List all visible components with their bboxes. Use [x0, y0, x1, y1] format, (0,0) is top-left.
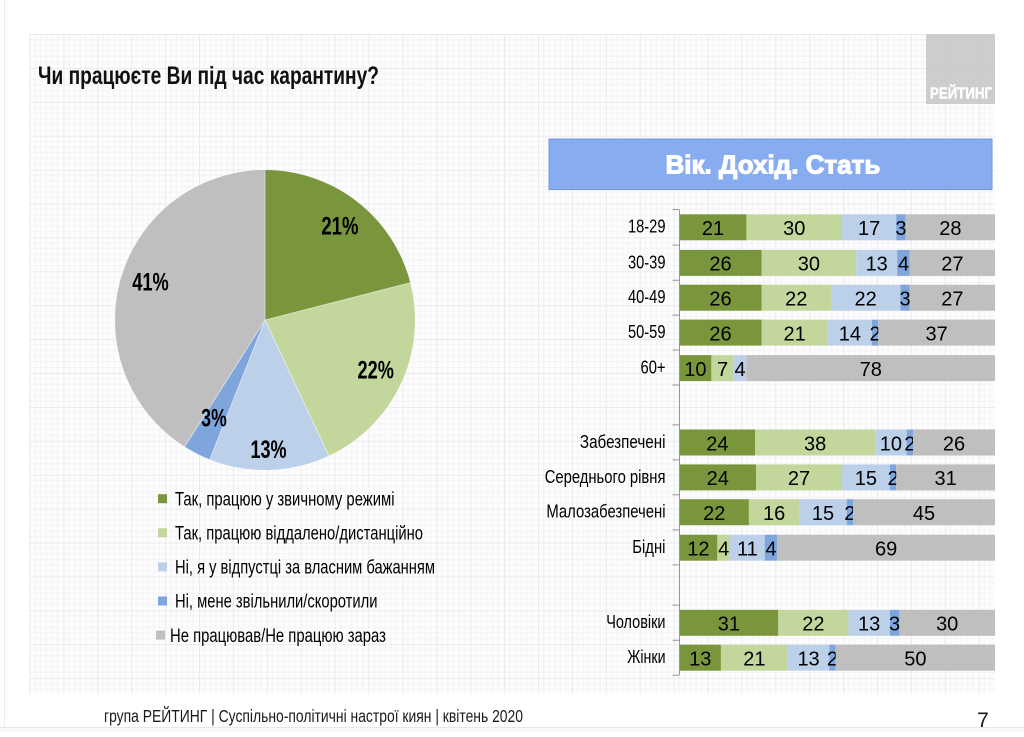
svg-text:Так, працюю у звичному режимі: Так, працюю у звичному режимі	[175, 489, 395, 510]
svg-text:Малозабезпечені: Малозабезпечені	[546, 501, 665, 522]
svg-text:13: 13	[689, 649, 711, 671]
svg-text:3: 3	[889, 614, 900, 636]
svg-text:40-49: 40-49	[628, 286, 666, 307]
svg-text:24: 24	[707, 468, 729, 490]
svg-text:РЕЙТИНГ: РЕЙТИНГ	[930, 83, 992, 102]
svg-text:18-29: 18-29	[628, 216, 666, 237]
svg-text:Чоловіки: Чоловіки	[606, 611, 665, 632]
svg-text:21%: 21%	[321, 213, 358, 241]
svg-text:7: 7	[977, 709, 989, 732]
svg-text:15: 15	[812, 503, 834, 525]
svg-text:27: 27	[941, 289, 963, 311]
svg-text:22%: 22%	[358, 357, 394, 385]
svg-text:14: 14	[839, 323, 861, 345]
svg-text:13: 13	[858, 614, 880, 636]
svg-text:4: 4	[898, 254, 909, 276]
svg-text:38: 38	[804, 433, 826, 455]
svg-text:27: 27	[788, 468, 810, 490]
svg-text:31: 31	[718, 614, 740, 636]
svg-text:37: 37	[926, 323, 948, 345]
svg-text:13: 13	[797, 649, 819, 671]
svg-text:26: 26	[943, 433, 965, 455]
svg-text:4: 4	[765, 539, 776, 561]
svg-text:13: 13	[866, 254, 888, 276]
svg-text:21: 21	[784, 323, 806, 345]
svg-text:50: 50	[904, 649, 926, 671]
svg-text:Так, працюю віддалено/дистанці: Так, працюю віддалено/дистанційно	[175, 524, 423, 545]
svg-text:4: 4	[718, 539, 729, 561]
svg-text:2: 2	[887, 468, 898, 490]
svg-text:22: 22	[703, 503, 725, 525]
svg-text:3%: 3%	[201, 405, 226, 433]
svg-text:2: 2	[827, 649, 838, 671]
svg-text:17: 17	[858, 218, 880, 240]
svg-text:24: 24	[706, 433, 728, 455]
svg-text:2: 2	[904, 433, 915, 455]
svg-text:21: 21	[702, 218, 724, 240]
svg-text:15: 15	[855, 468, 877, 490]
svg-text:78: 78	[860, 359, 882, 381]
svg-text:22: 22	[785, 289, 807, 311]
svg-text:60+: 60+	[641, 357, 666, 378]
svg-text:26: 26	[709, 254, 731, 276]
svg-text:12: 12	[687, 539, 709, 561]
svg-text:3: 3	[895, 218, 906, 240]
svg-text:Забезпечені: Забезпечені	[580, 431, 666, 452]
svg-text:2: 2	[870, 323, 881, 345]
svg-text:2: 2	[844, 503, 855, 525]
svg-text:Вік. Дохід. Стать: Вік. Дохід. Стать	[665, 150, 880, 180]
svg-text:30: 30	[798, 254, 820, 276]
svg-text:26: 26	[709, 289, 731, 311]
svg-text:30: 30	[936, 614, 958, 636]
svg-text:Жінки: Жінки	[627, 646, 665, 667]
svg-text:Не працював/Не працюю зараз: Не працював/Не працюю зараз	[170, 626, 386, 647]
svg-text:41%: 41%	[132, 269, 169, 297]
svg-text:30-39: 30-39	[628, 251, 666, 272]
svg-text:10: 10	[684, 359, 706, 381]
svg-text:30: 30	[783, 218, 805, 240]
svg-text:13%: 13%	[250, 436, 286, 464]
svg-text:22: 22	[802, 614, 824, 636]
svg-text:Ні, я у відпустці за власним б: Ні, я у відпустці за власним бажанням	[175, 558, 435, 579]
svg-text:31: 31	[934, 468, 956, 490]
svg-text:28: 28	[939, 218, 961, 240]
svg-text:Чи працюєте Ви під час каранти: Чи працюєте Ви під час карантину?	[38, 62, 379, 90]
svg-text:Середнього рівня: Середнього рівня	[545, 466, 666, 487]
svg-text:7: 7	[717, 359, 728, 381]
svg-text:26: 26	[709, 323, 731, 345]
svg-text:10: 10	[880, 433, 902, 455]
svg-text:Ні, мене звільнили/скоротили: Ні, мене звільнили/скоротили	[175, 592, 378, 613]
svg-text:4: 4	[734, 359, 745, 381]
svg-text:69: 69	[875, 539, 897, 561]
svg-text:11: 11	[737, 539, 758, 561]
svg-text:50-59: 50-59	[628, 321, 666, 342]
svg-text:3: 3	[900, 289, 911, 311]
svg-text:16: 16	[763, 503, 785, 525]
svg-text:група РЕЙТИНГ | Суспільно-полі: група РЕЙТИНГ | Суспільно-політичні наст…	[104, 705, 523, 726]
svg-text:45: 45	[913, 503, 935, 525]
svg-text:22: 22	[855, 289, 877, 311]
svg-text:27: 27	[941, 254, 963, 276]
svg-text:21: 21	[743, 649, 765, 671]
svg-text:Бідні: Бідні	[632, 536, 665, 557]
